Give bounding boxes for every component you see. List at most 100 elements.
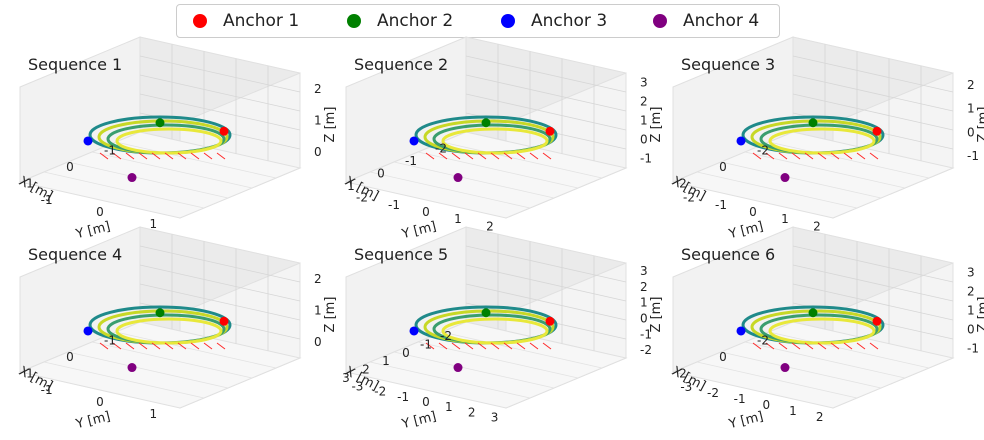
y-tick-label: 2 xyxy=(813,219,821,233)
orientation-arrow xyxy=(856,152,866,160)
y-tick-label: 1 xyxy=(781,212,789,226)
legend-marker-anchor-3 xyxy=(501,14,515,28)
orientation-arrow xyxy=(856,342,866,350)
legend-label-anchor-2: Anchor 2 xyxy=(377,11,454,31)
grid-line xyxy=(139,93,301,131)
x-tick-label: 2 xyxy=(679,177,687,191)
x-tick-label: 0 xyxy=(377,166,385,180)
orientation-arrow xyxy=(451,152,461,160)
orientation-arrow xyxy=(529,152,539,160)
x-tick-label: -1 xyxy=(104,333,116,347)
grid-line xyxy=(744,151,906,189)
chart-title: Sequence 4 xyxy=(28,245,122,264)
legend-label-anchor-3: Anchor 3 xyxy=(531,11,608,31)
grid-line xyxy=(792,245,954,283)
orientation-arrow xyxy=(112,152,122,160)
y-tick-label: -2 xyxy=(374,385,386,399)
x-tick-label: -1 xyxy=(405,154,417,168)
grid-line xyxy=(139,55,301,93)
orientation-arrow xyxy=(438,152,448,160)
orientation-arrow xyxy=(190,152,200,160)
grid-line xyxy=(465,74,627,112)
z-tick-label: 2 xyxy=(640,280,648,294)
grid-line xyxy=(792,93,954,131)
y-tick-label: 0 xyxy=(422,395,430,409)
grid-line xyxy=(417,151,579,189)
anchor-4-marker xyxy=(127,363,137,373)
floor xyxy=(671,321,955,409)
y-tick-label: -1 xyxy=(715,198,727,212)
grid-line xyxy=(441,331,603,369)
anchor-1-marker xyxy=(219,126,229,136)
z-tick-label: 1 xyxy=(640,114,648,128)
orientation-arrow xyxy=(425,152,435,160)
floor xyxy=(18,131,302,219)
orientation-arrow xyxy=(869,342,879,350)
x-tick-label: 0 xyxy=(719,160,727,174)
z-axis-label: Z [m] xyxy=(649,107,664,143)
z-tick-label: 3 xyxy=(967,266,975,280)
legend-marker-anchor-4 xyxy=(653,14,667,28)
trajectory-loop xyxy=(768,317,876,345)
chart-title: Sequence 1 xyxy=(28,55,122,74)
z-tick-label: -2 xyxy=(640,343,652,357)
grid-line xyxy=(91,151,253,189)
grid-line xyxy=(369,171,531,209)
y-axis-label: Y [m] xyxy=(399,219,437,242)
anchor-4-marker xyxy=(780,173,790,183)
grid-line xyxy=(768,141,930,179)
z-tick-label: 3 xyxy=(640,264,648,278)
floor xyxy=(344,321,628,409)
orientation-arrow xyxy=(542,152,552,160)
x-tick-label: -1 xyxy=(420,338,432,352)
orientation-arrow xyxy=(817,152,827,160)
anchor-2-marker xyxy=(808,308,818,318)
orientation-arrow xyxy=(830,342,840,350)
grid-line xyxy=(115,141,277,179)
y-axis-label: Y [m] xyxy=(726,409,764,432)
grid-line xyxy=(465,283,627,321)
anchor-4-marker xyxy=(780,363,790,373)
anchor-3-marker xyxy=(409,136,419,146)
x-tick-label: 0 xyxy=(66,160,74,174)
z-tick-label: 2 xyxy=(314,82,322,96)
x-tick-label: 0 xyxy=(402,346,410,360)
x-tick-label: 0 xyxy=(719,350,727,364)
z-tick-label: -1 xyxy=(967,149,979,163)
y-tick-label: -2 xyxy=(707,386,719,400)
grid-line xyxy=(696,171,858,209)
z-tick-label: 2 xyxy=(314,272,322,286)
orientation-arrow xyxy=(869,152,879,160)
z-tick-label: 0 xyxy=(314,145,322,159)
x-tick-label: 1 xyxy=(26,177,34,191)
grid-line xyxy=(720,351,882,389)
legend-marker-anchor-1 xyxy=(193,14,207,28)
z-tick-label: 0 xyxy=(314,335,322,349)
orientation-arrow xyxy=(529,342,539,350)
trajectory-loop xyxy=(441,317,549,345)
y-tick-label: -1 xyxy=(41,383,53,397)
grid-line xyxy=(792,264,954,302)
orientation-arrow xyxy=(451,342,461,350)
orientation-arrow xyxy=(503,152,513,160)
x-tick-label: 1 xyxy=(26,367,34,381)
orientation-arrow xyxy=(843,342,853,350)
grid-line xyxy=(139,74,301,112)
z-tick-label: 0 xyxy=(967,125,975,139)
x-tick-label: -2 xyxy=(757,333,769,347)
z-tick-label: 1 xyxy=(967,304,975,318)
grid-line xyxy=(768,331,930,369)
x-tick-label: -2 xyxy=(440,329,452,343)
orientation-arrow xyxy=(190,342,200,350)
legend: Anchor 1 Anchor 2 Anchor 3 Anchor 4 xyxy=(176,4,780,38)
y-tick-label: 2 xyxy=(816,410,824,424)
orientation-arrow xyxy=(425,342,435,350)
y-tick-label: 3 xyxy=(491,410,499,424)
orientation-arrow xyxy=(125,342,135,350)
grid-line xyxy=(115,331,277,369)
y-tick-label: -3 xyxy=(351,380,363,394)
